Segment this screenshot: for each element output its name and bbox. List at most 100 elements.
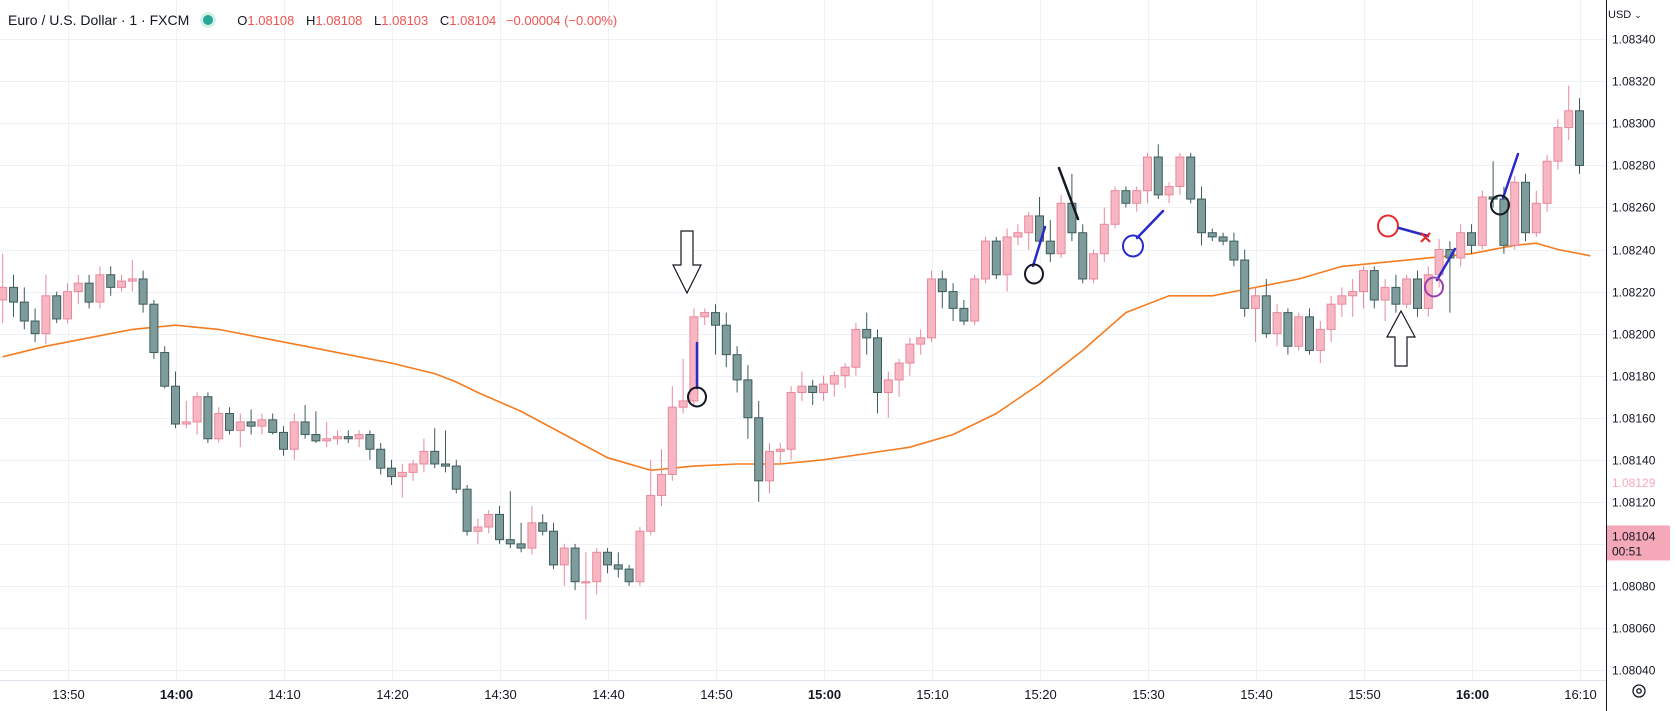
candle-body bbox=[1240, 259, 1250, 309]
candle bbox=[473, 518, 483, 544]
candle-body bbox=[883, 379, 893, 393]
candle bbox=[1359, 266, 1368, 309]
candle-body bbox=[1456, 232, 1466, 259]
market-status-icon bbox=[203, 15, 214, 25]
candle bbox=[138, 270, 148, 313]
candle-body bbox=[516, 543, 526, 549]
candle bbox=[106, 266, 116, 296]
candle bbox=[1045, 220, 1055, 263]
candle-body bbox=[916, 337, 926, 345]
candle bbox=[408, 459, 418, 481]
gear-icon[interactable] bbox=[1630, 682, 1648, 700]
candle bbox=[635, 527, 645, 586]
candle-body bbox=[1186, 156, 1196, 200]
candle-body bbox=[970, 278, 980, 322]
candle-body bbox=[549, 530, 558, 566]
candle-body bbox=[981, 240, 990, 280]
candle bbox=[1164, 182, 1174, 204]
arrow-up-drawing bbox=[1385, 309, 1417, 367]
candle bbox=[711, 304, 720, 355]
candle-body bbox=[246, 421, 256, 427]
circle-drawing bbox=[687, 386, 707, 408]
candle bbox=[73, 274, 83, 305]
y-tick-label: 1.08040 bbox=[1612, 664, 1656, 678]
candle bbox=[1391, 274, 1401, 313]
close-label: C bbox=[439, 12, 450, 28]
candle bbox=[160, 346, 170, 389]
candle-body bbox=[1002, 236, 1012, 276]
candle bbox=[311, 411, 321, 443]
candle bbox=[549, 522, 558, 570]
candle-body bbox=[592, 551, 602, 583]
candle-body bbox=[52, 295, 62, 320]
candle-body bbox=[937, 278, 947, 293]
candle bbox=[246, 409, 256, 435]
candle bbox=[127, 260, 137, 292]
candle bbox=[570, 543, 580, 591]
candle-body bbox=[1294, 316, 1304, 347]
candle-body bbox=[559, 547, 569, 566]
candle bbox=[257, 413, 267, 435]
candle-body bbox=[1132, 190, 1142, 204]
candle-body bbox=[1380, 286, 1390, 301]
candle bbox=[430, 428, 440, 469]
candle bbox=[862, 312, 872, 355]
candle-body bbox=[1521, 181, 1530, 234]
y-tick-label: 1.08300 bbox=[1612, 117, 1656, 131]
candle bbox=[646, 459, 656, 536]
candle-body bbox=[397, 471, 407, 478]
candle bbox=[289, 413, 299, 460]
y-tick-label: 1.08080 bbox=[1612, 580, 1656, 594]
candle-body bbox=[1499, 198, 1509, 246]
candle-body bbox=[1413, 278, 1422, 309]
candle-body bbox=[948, 291, 958, 309]
candle bbox=[1132, 186, 1142, 212]
candle bbox=[268, 413, 278, 435]
candle bbox=[1348, 278, 1358, 317]
candle bbox=[1413, 270, 1422, 317]
candle-body bbox=[1024, 215, 1034, 234]
candle bbox=[462, 484, 472, 536]
candle-body bbox=[408, 463, 418, 473]
candle-body bbox=[1575, 110, 1584, 166]
trend-line-drawing bbox=[1435, 247, 1457, 282]
candle-body bbox=[441, 463, 450, 467]
candle bbox=[214, 407, 224, 443]
candle-body bbox=[0, 286, 8, 301]
candle-body bbox=[419, 450, 429, 465]
symbol-title[interactable]: Euro / U.S. Dollar · 1 · FXCM bbox=[8, 12, 190, 28]
candle-body bbox=[667, 406, 677, 475]
currency-selector[interactable]: USD ⌄ bbox=[1608, 5, 1668, 25]
x-tick-label: 16:00 bbox=[1456, 687, 1489, 702]
candle bbox=[149, 299, 159, 359]
candle-body bbox=[214, 413, 224, 440]
candle-body bbox=[1369, 270, 1379, 301]
candle bbox=[1078, 224, 1088, 284]
candle bbox=[117, 274, 126, 292]
candle-body bbox=[300, 421, 310, 436]
candle-body bbox=[721, 324, 731, 356]
symbol-legend: Euro / U.S. Dollar · 1 · FXCM O1.08108 H… bbox=[8, 9, 617, 31]
candle bbox=[1564, 85, 1574, 141]
candle bbox=[883, 371, 893, 418]
candle-body bbox=[1153, 156, 1163, 196]
candle bbox=[484, 510, 494, 534]
candle-body bbox=[473, 526, 483, 532]
candle bbox=[19, 287, 29, 330]
candle-body bbox=[959, 307, 969, 322]
candle bbox=[1575, 98, 1584, 174]
candle-body bbox=[462, 488, 472, 532]
candle-body bbox=[1326, 303, 1336, 330]
candle-body bbox=[225, 413, 234, 431]
candle bbox=[1143, 152, 1152, 204]
candle bbox=[1467, 224, 1476, 254]
candle bbox=[959, 299, 969, 326]
candle-body bbox=[1423, 274, 1433, 309]
candle-body bbox=[84, 282, 94, 303]
candle bbox=[1110, 186, 1120, 229]
candle bbox=[916, 329, 926, 355]
y-tick-label: 1.08220 bbox=[1612, 286, 1656, 300]
x-tick-label: 14:00 bbox=[160, 687, 193, 702]
candle-body bbox=[322, 438, 332, 442]
